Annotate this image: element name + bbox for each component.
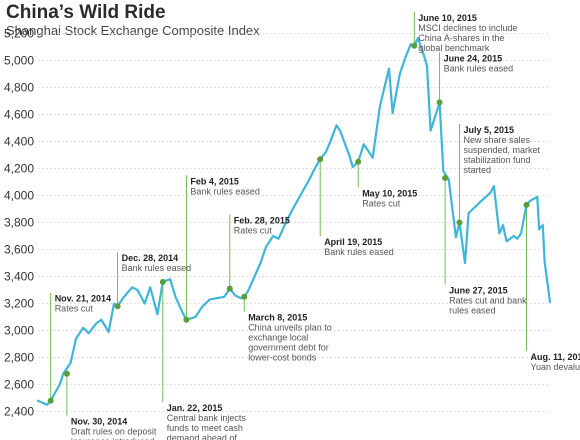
- chart-subtitle: Shanghai Stock Exchange Composite Index: [6, 23, 260, 38]
- annotation-text: government debt for: [248, 343, 329, 353]
- y-tick-label: 2,600: [4, 378, 34, 392]
- annotation-date: Nov. 21, 2014: [55, 294, 111, 304]
- event-marker: [442, 175, 449, 181]
- y-tick-label: 3,600: [4, 243, 34, 257]
- event-marker: [411, 42, 418, 49]
- annotation-date: Aug. 11, 2015: [531, 352, 580, 362]
- annotation-text: Rates cut: [55, 304, 94, 314]
- annotation-text: Bank rules eased: [444, 63, 514, 73]
- annotation-text: started: [464, 165, 492, 175]
- y-tick-label: 5,000: [4, 54, 34, 68]
- event-marker: [47, 397, 54, 404]
- annotation-text: Bank rules eased: [324, 247, 394, 257]
- annotation-text: Rates cut and bank: [449, 296, 527, 306]
- gridlines: [38, 33, 550, 412]
- event-marker: [226, 285, 233, 292]
- y-tick-label: 2,400: [4, 405, 34, 419]
- annotation-text: Bank rules eased: [122, 263, 192, 273]
- annotation-text: funds to meet cash: [167, 423, 243, 433]
- annotation-date: Feb 4, 2015: [190, 176, 239, 186]
- annotation-text: MSCI declines to include: [418, 23, 517, 33]
- event-marker: [63, 370, 70, 377]
- annotation-date: June 27, 2015: [449, 286, 508, 296]
- y-tick-label: 3,000: [4, 324, 34, 338]
- annotation-date: May 10, 2015: [362, 188, 417, 198]
- event-marker: [456, 219, 463, 226]
- event-marker: [159, 278, 166, 285]
- annotation-text: lower-cost bonds: [248, 353, 317, 363]
- event-markers: [47, 42, 530, 404]
- annotation-text: New share sales: [464, 135, 531, 145]
- event-marker: [183, 316, 190, 323]
- annotation-date: Feb. 28, 2015: [234, 215, 290, 225]
- y-tick-label: 3,200: [4, 297, 34, 311]
- event-marker: [523, 201, 530, 208]
- y-axis-ticks: 2,400 2,600 2,800 3,000 3,200 3,400 3,600 3,800…: [4, 27, 34, 419]
- y-tick-label: 3,400: [4, 270, 34, 284]
- event-marker: [355, 158, 362, 165]
- annotation-text: Bank rules eased: [190, 186, 260, 196]
- annotation-text: stabilization fund: [464, 155, 531, 165]
- annotation-date: March 8, 2015: [248, 313, 307, 323]
- event-marker: [436, 99, 443, 106]
- y-tick-label: 4,000: [4, 189, 34, 203]
- annotation-text: China unveils plan to: [248, 323, 332, 333]
- chart-title: China’s Wild Ride: [6, 2, 166, 23]
- y-tick-label: 4,400: [4, 135, 34, 149]
- annotation-date: April 19, 2015: [324, 237, 382, 247]
- annotation-text: Rates cut: [234, 225, 273, 235]
- annotation-text: Yuan devalued: [531, 362, 580, 372]
- event-marker: [114, 303, 121, 310]
- annotation-text: China A-shares in the: [418, 33, 504, 43]
- annotation-date: June 10, 2015: [418, 13, 477, 23]
- annotation-text: Rates cut: [362, 198, 401, 208]
- annotation-text: Draft rules on deposit: [71, 427, 157, 437]
- annotation-date: Nov. 30, 2014: [71, 417, 127, 427]
- annotation-date: Dec. 28, 2014: [122, 253, 179, 263]
- y-tick-label: 5,200: [4, 27, 34, 41]
- annotation-lines: [50, 11, 527, 416]
- annotation-text: suspended, market: [464, 145, 541, 155]
- annotation-text: insurance introduced: [71, 437, 155, 440]
- annotation-date: June 24, 2015: [444, 53, 503, 63]
- annotation-text: rules eased: [449, 306, 496, 316]
- y-tick-label: 3,800: [4, 216, 34, 230]
- event-marker: [241, 293, 248, 300]
- annotation-text: demand ahead of: [167, 433, 238, 440]
- annotation-text: exchange local: [248, 333, 308, 343]
- y-tick-label: 4,200: [4, 162, 34, 176]
- event-marker: [317, 156, 324, 163]
- y-tick-label: 4,800: [4, 81, 34, 95]
- annotation-text: global benchmark: [418, 43, 490, 53]
- annotation-date: July 5, 2015: [464, 125, 515, 135]
- annotation-text: Central bank injects: [167, 413, 247, 423]
- y-tick-label: 4,600: [4, 108, 34, 122]
- annotation-date: Jan. 22, 2015: [167, 403, 223, 413]
- y-tick-label: 2,800: [4, 351, 34, 365]
